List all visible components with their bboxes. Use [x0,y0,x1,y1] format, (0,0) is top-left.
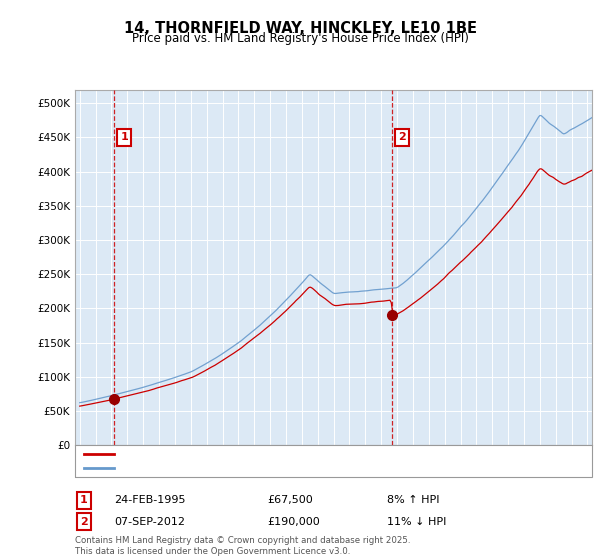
Text: £190,000: £190,000 [267,517,320,527]
Text: 1: 1 [120,133,128,142]
Text: Price paid vs. HM Land Registry's House Price Index (HPI): Price paid vs. HM Land Registry's House … [131,32,469,45]
Text: 2: 2 [398,133,406,142]
Text: HPI: Average price, detached house, Hinckley and Bosworth: HPI: Average price, detached house, Hinc… [120,463,433,473]
Text: 11% ↓ HPI: 11% ↓ HPI [387,517,446,527]
Text: 24-FEB-1995: 24-FEB-1995 [114,495,185,505]
Text: 14, THORNFIELD WAY, HINCKLEY, LE10 1BE: 14, THORNFIELD WAY, HINCKLEY, LE10 1BE [124,21,476,36]
Text: 14, THORNFIELD WAY, HINCKLEY, LE10 1BE (detached house): 14, THORNFIELD WAY, HINCKLEY, LE10 1BE (… [120,449,440,459]
Text: 2: 2 [80,517,88,527]
Text: £67,500: £67,500 [267,495,313,505]
Text: 07-SEP-2012: 07-SEP-2012 [114,517,185,527]
Text: Contains HM Land Registry data © Crown copyright and database right 2025.
This d: Contains HM Land Registry data © Crown c… [75,536,410,556]
Text: 8% ↑ HPI: 8% ↑ HPI [387,495,439,505]
Text: 1: 1 [80,495,88,505]
